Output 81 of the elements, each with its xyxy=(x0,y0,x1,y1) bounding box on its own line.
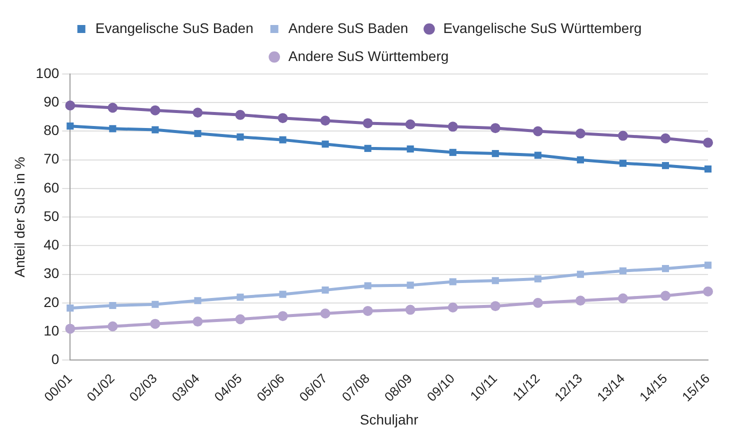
point xyxy=(449,278,456,286)
point xyxy=(703,138,713,148)
y-tick-label: 30 xyxy=(44,265,60,282)
point xyxy=(448,122,458,132)
y-tick-label: 50 xyxy=(44,208,60,224)
point xyxy=(152,126,159,134)
point xyxy=(405,304,416,315)
point xyxy=(65,324,76,334)
y-tick-label: 60 xyxy=(44,179,60,196)
point xyxy=(150,105,160,116)
point xyxy=(109,302,116,310)
point xyxy=(364,282,372,290)
point xyxy=(66,122,74,130)
point xyxy=(534,152,542,159)
point xyxy=(362,118,373,128)
y-tick-label: 10 xyxy=(44,322,60,338)
point xyxy=(575,128,586,139)
point xyxy=(236,133,244,140)
point xyxy=(152,300,159,308)
point xyxy=(279,136,286,144)
point xyxy=(619,267,626,274)
point xyxy=(490,301,500,312)
y-axis-title: Anteil der SuS in % xyxy=(11,156,28,278)
legend-label: Andere SuS Württemberg xyxy=(288,48,449,64)
legend-label: Evangelische SuS Württemberg xyxy=(443,20,642,36)
point xyxy=(236,294,244,301)
point xyxy=(278,311,288,322)
point xyxy=(532,298,543,308)
point xyxy=(320,308,330,319)
x-axis-title: Schuljahr xyxy=(360,411,419,428)
point xyxy=(235,110,246,120)
point xyxy=(278,113,288,124)
y-tick-label: 90 xyxy=(44,93,60,110)
point xyxy=(322,286,329,294)
point xyxy=(618,130,628,141)
point xyxy=(194,297,202,304)
y-tick-label: 100 xyxy=(36,64,60,81)
point xyxy=(618,293,628,304)
point xyxy=(662,162,670,170)
y-tick-label: 70 xyxy=(44,150,60,167)
point xyxy=(449,148,456,156)
point xyxy=(406,282,414,289)
point xyxy=(405,119,416,130)
point xyxy=(235,314,246,324)
point xyxy=(703,286,713,296)
point xyxy=(108,102,118,113)
point xyxy=(66,304,74,312)
point xyxy=(150,318,160,329)
point xyxy=(109,125,116,132)
point xyxy=(660,133,670,144)
point xyxy=(194,130,202,138)
point xyxy=(660,290,670,301)
point xyxy=(704,262,712,269)
point xyxy=(534,275,542,282)
y-tick-label: 20 xyxy=(44,294,60,310)
y-tick-label: 40 xyxy=(44,236,60,253)
y-tick-label: 0 xyxy=(51,351,60,368)
point xyxy=(490,123,500,134)
y-tick-label: 80 xyxy=(44,122,60,138)
point xyxy=(65,100,76,110)
point xyxy=(362,306,373,316)
point xyxy=(576,270,584,278)
point xyxy=(320,116,330,126)
point xyxy=(575,296,586,306)
point xyxy=(192,316,203,327)
point xyxy=(662,265,670,272)
point xyxy=(492,277,499,284)
point xyxy=(576,156,584,164)
point xyxy=(322,140,329,148)
point xyxy=(492,150,499,158)
point xyxy=(619,160,626,167)
legend-label: Andere SuS Baden xyxy=(288,20,408,36)
point xyxy=(704,165,712,173)
point xyxy=(532,126,543,136)
point xyxy=(364,144,372,152)
point xyxy=(108,321,118,332)
point xyxy=(192,108,203,118)
legend-label: Evangelische SuS Baden xyxy=(95,20,254,36)
point xyxy=(279,290,286,298)
point xyxy=(406,145,414,153)
point xyxy=(448,302,458,313)
